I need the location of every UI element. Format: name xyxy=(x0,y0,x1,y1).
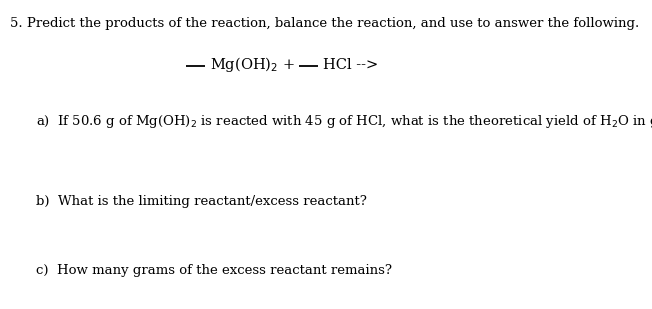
Text: c)  How many grams of the excess reactant remains?: c) How many grams of the excess reactant… xyxy=(36,264,392,277)
Text: b)  What is the limiting reactant/excess reactant?: b) What is the limiting reactant/excess … xyxy=(36,195,366,208)
Text: HCl -->: HCl --> xyxy=(323,58,378,72)
Text: Mg(OH)$_2$ +: Mg(OH)$_2$ + xyxy=(210,55,295,74)
Text: a)  If 50.6 g of Mg(OH)$_2$ is reacted with 45 g of HCl, what is the theoretical: a) If 50.6 g of Mg(OH)$_2$ is reacted wi… xyxy=(36,113,652,130)
Text: 5. Predict the products of the reaction, balance the reaction, and use to answer: 5. Predict the products of the reaction,… xyxy=(10,17,639,30)
